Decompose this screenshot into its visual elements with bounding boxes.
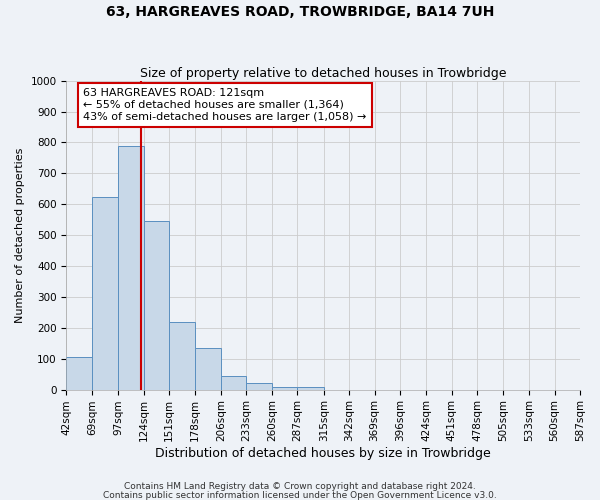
Text: 63, HARGREAVES ROAD, TROWBRIDGE, BA14 7UH: 63, HARGREAVES ROAD, TROWBRIDGE, BA14 7U…	[106, 5, 494, 19]
Bar	[143, 221, 169, 390]
Title: Size of property relative to detached houses in Trowbridge: Size of property relative to detached ho…	[140, 66, 506, 80]
Text: Contains public sector information licensed under the Open Government Licence v3: Contains public sector information licen…	[103, 490, 497, 500]
Bar	[67, 357, 92, 390]
Bar	[272, 386, 297, 390]
Bar	[247, 384, 272, 390]
Bar	[297, 386, 323, 390]
Text: 63 HARGREAVES ROAD: 121sqm
← 55% of detached houses are smaller (1,364)
43% of s: 63 HARGREAVES ROAD: 121sqm ← 55% of deta…	[83, 88, 367, 122]
Bar	[169, 322, 194, 390]
Bar	[221, 376, 247, 390]
Bar	[92, 196, 118, 390]
Text: Contains HM Land Registry data © Crown copyright and database right 2024.: Contains HM Land Registry data © Crown c…	[124, 482, 476, 491]
Bar	[118, 146, 143, 390]
Y-axis label: Number of detached properties: Number of detached properties	[15, 148, 25, 323]
Bar	[194, 348, 221, 390]
X-axis label: Distribution of detached houses by size in Trowbridge: Distribution of detached houses by size …	[155, 447, 491, 460]
